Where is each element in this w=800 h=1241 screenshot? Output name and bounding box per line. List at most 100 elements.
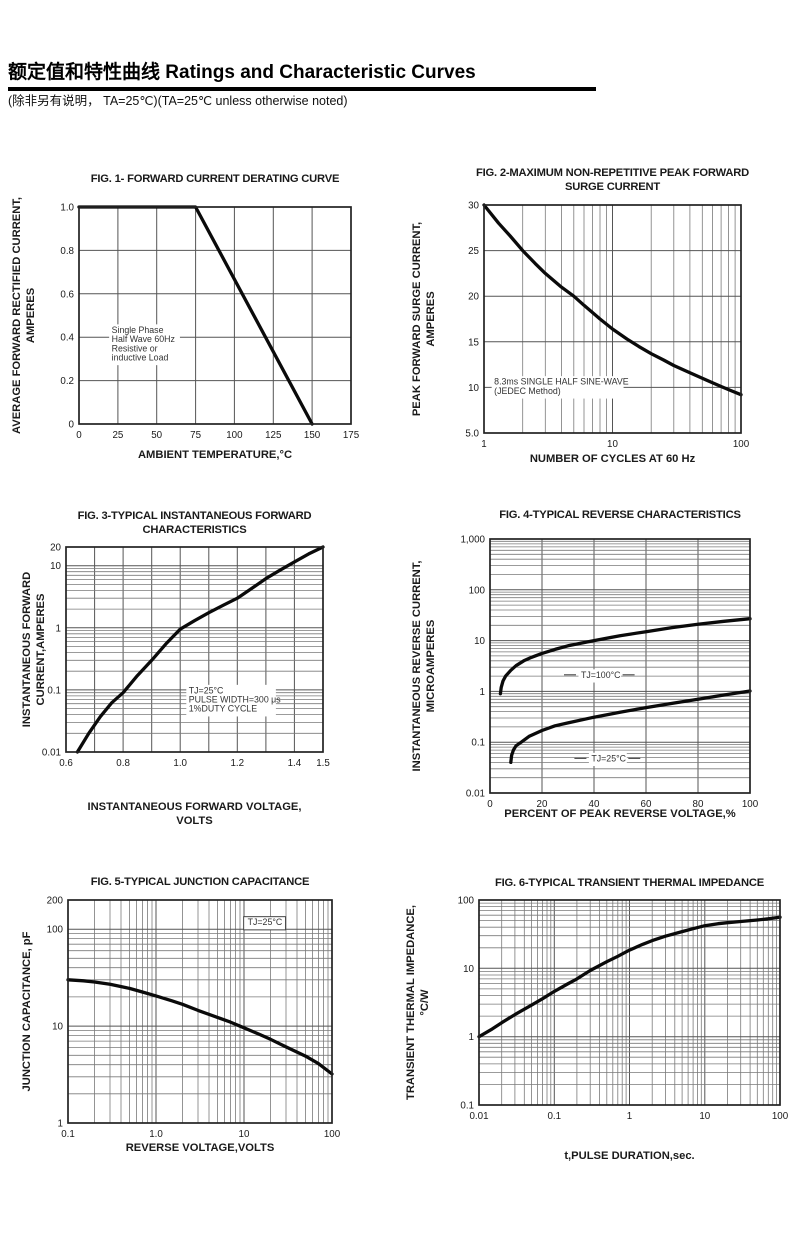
svg-text:100: 100 [458, 896, 475, 907]
svg-text:0.1: 0.1 [61, 1129, 75, 1140]
fig5-x-axis-label: REVERSE VOLTAGE,VOLTS [126, 1142, 275, 1154]
svg-text:25: 25 [112, 430, 123, 441]
fig1-title: FIG. 1- FORWARD CURRENT DERATING CURVE [91, 173, 340, 185]
fig4-y-axis-label: MICROAMPERES [425, 619, 437, 712]
fig2-annotations: 8.3ms SINGLE HALF SINE-WAVE(JEDEC Method… [491, 376, 629, 399]
fig3-title: CHARACTERISTICS [143, 524, 248, 536]
svg-text:75: 75 [190, 430, 201, 441]
fig4-y-axis-label: INSTANTANEOUS REVERSE CURRENT, [411, 561, 423, 772]
fig1-annotation-text: Single Phase [112, 325, 164, 335]
fig1-plot-border [78, 206, 352, 425]
fig4-typical-reverse-characteristics-chart: TJ=100°C TJ=25°C 0 20 40 60 80 100 0.01 0.1 1 10 100… [411, 509, 759, 820]
fig5-junction-capacitance-chart: TJ=25°C 0.1 1.0 10 100 1 10 100 200 FIG. 5-TYPICA… [21, 876, 341, 1154]
svg-text:0.4: 0.4 [60, 333, 74, 344]
fig2-title: SURGE CURRENT [565, 181, 660, 193]
svg-text:10: 10 [607, 439, 618, 450]
svg-text:100: 100 [324, 1129, 341, 1140]
svg-text:10: 10 [699, 1111, 710, 1122]
fig3-plot-border [65, 546, 324, 753]
svg-text:10: 10 [50, 561, 61, 572]
svg-text:25: 25 [468, 246, 479, 257]
fig1-tick-labels: 0 25 50 75 100 125 150 175 0 0.2 0.4 0.6 0.8 1.0 [60, 203, 359, 442]
svg-text:100: 100 [469, 585, 486, 596]
svg-text:200: 200 [47, 896, 64, 907]
page-title: 额定值和特性曲线 Ratings and Characteristic Curv… [8, 57, 596, 91]
svg-text:10: 10 [468, 383, 479, 394]
svg-text:1.0: 1.0 [173, 758, 187, 769]
fig5-annotations: TJ=25°C [243, 916, 287, 931]
fig1-x-axis-label: AMBIENT TEMPERATURE,°C [138, 449, 292, 461]
fig3-x-axis-label: INSTANTANEOUS FORWARD VOLTAGE, [87, 801, 301, 813]
fig2-tick-labels: 1 10 100 5.0 10 15 20 25 30 [465, 201, 749, 451]
fig3-curve-0 [75, 545, 325, 754]
svg-text:100: 100 [47, 925, 64, 936]
fig3-tick-labels: 0.6 0.8 1.0 1.2 1.4 1.5 0.01 0.1 1 10 20 [42, 543, 330, 770]
svg-text:0: 0 [76, 430, 82, 441]
fig2-y-axis-label: PEAK FORWARD SURGE CURRENT, [411, 222, 423, 416]
svg-text:0.6: 0.6 [59, 758, 73, 769]
svg-text:0.01: 0.01 [466, 789, 485, 800]
fig3-y-axis-label: INSTANTANEOUS FORWARD [21, 572, 33, 727]
fig6-curve-0 [477, 915, 782, 1039]
fig4-annotation-text: TJ=25°C [591, 753, 626, 763]
svg-text:150: 150 [304, 430, 321, 441]
fig5-tick-labels: 0.1 1.0 10 100 1 10 100 200 [47, 896, 341, 1141]
svg-text:1.5: 1.5 [316, 758, 330, 769]
fig1-y-axis-label: AMPERES [25, 287, 37, 343]
fig5-title: FIG. 5-TYPICAL JUNCTION CAPACITANCE [91, 876, 310, 888]
fig2-x-axis-label: NUMBER OF CYCLES AT 60 Hz [530, 453, 696, 465]
svg-text:1,000: 1,000 [460, 535, 485, 546]
svg-text:1: 1 [627, 1111, 632, 1122]
fig1-y-axis-label: AVERAGE FORWARD RECTIFIED CURRENT, [11, 197, 23, 434]
svg-text:175: 175 [343, 430, 360, 441]
fig2-plot-border [483, 204, 742, 434]
svg-text:0.1: 0.1 [460, 1101, 474, 1112]
svg-text:5.0: 5.0 [465, 429, 479, 440]
svg-text:0: 0 [69, 420, 75, 431]
fig5-annotation-text: TJ=25°C [248, 917, 283, 927]
svg-text:0.6: 0.6 [60, 289, 74, 300]
svg-text:125: 125 [265, 430, 282, 441]
svg-text:100: 100 [226, 430, 243, 441]
svg-text:15: 15 [468, 337, 479, 348]
fig4-curve-1 [509, 689, 752, 765]
svg-text:40: 40 [589, 799, 600, 810]
svg-text:0.8: 0.8 [116, 758, 130, 769]
fig6-y-axis-label: °C/W [419, 989, 431, 1016]
fig1-annotation-text: Resistive or [112, 343, 158, 353]
fig6-title: FIG. 6-TYPICAL TRANSIENT THERMAL IMPEDAN… [495, 877, 765, 889]
fig3-y-axis-label: CURRENT,AMPERES [35, 593, 47, 705]
svg-text:0.2: 0.2 [60, 376, 74, 387]
svg-text:100: 100 [733, 439, 750, 450]
fig5-plot-border [67, 899, 333, 1124]
svg-text:100: 100 [742, 799, 759, 810]
fig4-title: FIG. 4-TYPICAL REVERSE CHARACTERISTICS [499, 509, 741, 521]
fig2-grid [483, 204, 742, 434]
svg-text:30: 30 [468, 201, 479, 212]
svg-text:0.1: 0.1 [471, 738, 485, 749]
svg-text:10: 10 [474, 636, 485, 647]
fig2-title: FIG. 2-MAXIMUM NON-REPETITIVE PEAK FORWA… [476, 167, 749, 179]
fig4-plot-border [489, 538, 751, 794]
fig3-title: FIG. 3-TYPICAL INSTANTANEOUS FORWARD [78, 510, 312, 522]
svg-text:50: 50 [151, 430, 162, 441]
svg-text:80: 80 [693, 799, 704, 810]
fig2-y-axis-label: AMPERES [425, 291, 437, 347]
fig2-peak-forward-surge-current-chart: 8.3ms SINGLE HALF SINE-WAVE(JEDEC Method… [411, 167, 750, 465]
page-subtitle: (除非另有说明， TA=25℃)(TA=25℃ unless otherwise… [8, 94, 348, 108]
fig1-annotation-text: Half Wave 60Hz [112, 334, 175, 344]
svg-text:10: 10 [52, 1022, 63, 1033]
fig6-y-axis-label: TRANSIENT THERMAL IMPEDANCE, [405, 905, 417, 1100]
svg-text:1.4: 1.4 [288, 758, 302, 769]
fig2-annotation-text: (JEDEC Method) [494, 386, 561, 396]
fig1-grid [78, 206, 352, 425]
fig5-curve-0 [66, 978, 334, 1076]
fig1-annotation-text: inductive Load [112, 352, 169, 362]
svg-text:1: 1 [469, 1032, 474, 1043]
svg-text:1.2: 1.2 [230, 758, 244, 769]
